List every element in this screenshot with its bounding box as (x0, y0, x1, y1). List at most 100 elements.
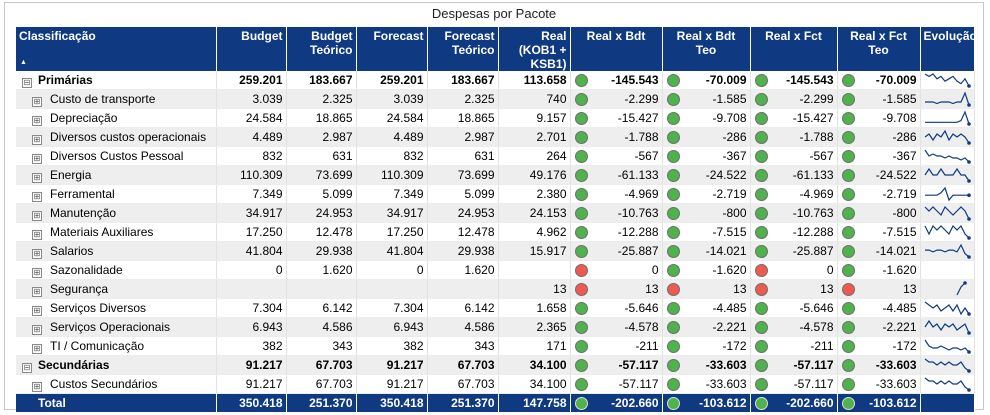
status-green-indicator (666, 130, 680, 144)
real-x-fct-cell: -1.788 (750, 127, 838, 147)
forecast-teorico-cell: 67.703 (427, 374, 499, 394)
sparkline-end-marker (967, 84, 971, 88)
status-green-indicator (841, 92, 855, 106)
table-group-row[interactable]: ⊟ Primárias 259.201 183.667 259.201 183.667 11… (16, 71, 975, 90)
table-row[interactable]: ⊞ Materiais Auxiliares 17.250 12.478 17.250 1… (16, 222, 975, 242)
deviation-cell-content: -7.515 (841, 225, 917, 239)
table-row[interactable]: ⊞ Salarios 41.804 29.938 41.804 29.938 15.917-… (16, 241, 975, 261)
column-header-budget-teorico[interactable]: Budget Teórico (286, 27, 357, 71)
deviation-value: -2.299 (799, 92, 834, 106)
table-row[interactable]: ⊞ Energia 110.309 73.699 110.309 73.699 49.176… (16, 165, 975, 185)
expand-icon[interactable]: ⊞ (32, 115, 42, 126)
real-x-bdt-teo-cell: -2.221 (662, 317, 751, 337)
deviation-value: -61.133 (617, 168, 659, 182)
expand-icon[interactable]: ⊞ (32, 134, 42, 145)
deviation-value: -33.603 (875, 377, 917, 391)
expand-icon[interactable]: ⊞ (32, 267, 42, 278)
real-x-bdt-teo-cell: -800 (662, 203, 751, 223)
sparkline-line (924, 224, 970, 239)
classification-cell: ⊞ Energia (16, 165, 217, 185)
table-row[interactable]: ⊞ Diversos custos operacionais 4.489 2.987 4… (16, 127, 975, 147)
deviation-value: -1.788 (799, 130, 834, 144)
status-green-indicator (841, 206, 855, 220)
deviation-value: -286 (892, 130, 917, 144)
deviation-cell-content: -145.543 (574, 73, 659, 87)
deviation-value: -1.620 (712, 263, 747, 277)
real-cell: 49.176 (498, 165, 571, 185)
forecast-teorico-cell: 73.699 (427, 165, 499, 185)
table-row[interactable]: ⊞ Serviços Operacionais 6.943 4.586 6.943 4.5… (16, 317, 975, 337)
column-header-real-x-fct-teo[interactable]: Real x Fct Teo (837, 27, 921, 71)
table-row[interactable]: ⊞ Depreciação 24.584 18.865 24.584 18.865 9.15… (16, 108, 975, 128)
table-group-row[interactable]: ⊟ Secundárias 91.217 67.703 91.217 67.703 34.1… (16, 355, 975, 375)
expand-icon[interactable]: ⊞ (32, 343, 42, 354)
column-header-forecast[interactable]: Forecast (356, 27, 428, 71)
deviation-value: -12.288 (617, 225, 659, 239)
expand-icon[interactable]: ⊞ (32, 305, 42, 316)
sparkline-end-marker (967, 217, 971, 221)
deviation-cell-content: -5.646 (574, 301, 659, 315)
sparkline-line (924, 319, 970, 334)
table-row[interactable]: ⊞ Diversos Custos Pessoal 832 631 832 631 264-… (16, 146, 975, 166)
classification-label: Serviços Operacionais (50, 319, 171, 334)
table-row[interactable]: ⊞ Sazonalidade 0 1.620 0 1.620 0 -1.620 0 -1.620 (16, 260, 975, 280)
real-x-bdt-teo-cell: -9.708 (662, 108, 751, 128)
expand-icon[interactable]: ⊞ (32, 381, 42, 392)
status-green-indicator (574, 149, 588, 163)
status-green-indicator (841, 187, 855, 201)
collapse-icon[interactable]: ⊟ (22, 362, 32, 373)
real-cell: 2.380 (498, 184, 571, 204)
deviation-value: -10.763 (617, 206, 659, 220)
expand-icon[interactable]: ⊞ (32, 96, 42, 107)
status-green-indicator (574, 358, 588, 372)
budget-teorico-cell: 73.699 (286, 165, 357, 185)
real-x-bdt-cell: -1.788 (570, 127, 663, 147)
column-header-real[interactable]: Real (KOB1 + KSB1) (498, 27, 571, 71)
column-header-label: Classificação (19, 29, 96, 43)
expand-icon[interactable]: ⊞ (32, 172, 42, 183)
status-red-indicator (754, 282, 768, 296)
real-x-fct-teo-cell: -172 (837, 336, 921, 356)
deviation-value: -33.603 (875, 358, 917, 372)
table-row[interactable]: ⊞ TI / Comunicação 382 343 382 343 171 -211 -172… (16, 336, 975, 356)
expand-icon[interactable]: ⊞ (32, 229, 42, 240)
column-header-budget[interactable]: Budget (216, 27, 287, 71)
column-header-real-x-bdt[interactable]: Real x Bdt (570, 27, 663, 71)
deviation-cell-content: -145.543 (754, 73, 834, 87)
deviation-value: -4.485 (712, 301, 747, 315)
status-green-indicator (666, 320, 680, 334)
expand-icon[interactable]: ⊞ (32, 153, 42, 164)
deviation-cell-content: -800 (666, 206, 747, 220)
sparkline-line (924, 358, 970, 372)
deviation-value: -4.485 (882, 301, 917, 315)
sparkline-chart (924, 377, 971, 392)
classification-label: Manutenção (50, 205, 117, 220)
collapse-icon[interactable]: ⊟ (22, 77, 32, 88)
expand-icon[interactable]: ⊞ (32, 286, 42, 297)
table-row[interactable]: ⊞ Custo de transporte 3.039 2.325 3.039 2.325… (16, 89, 975, 109)
classification-cell: ⊞ Salarios (16, 241, 217, 261)
table-row[interactable]: ⊞ Manutenção 34.917 24.953 34.917 24.953 24.15… (16, 203, 975, 223)
status-green-indicator (666, 92, 680, 106)
classification-cell: ⊞ TI / Comunicação (16, 336, 217, 356)
column-header-evolucao[interactable]: Evolução (920, 27, 977, 71)
table-row[interactable]: ⊞ Serviços Diversos 7.304 6.142 7.304 6.142 1.… (16, 298, 975, 318)
expand-icon[interactable]: ⊞ (32, 210, 42, 221)
column-header-real-x-bdt-teo[interactable]: Real x Bdt Teo (662, 27, 751, 71)
table-row[interactable]: ⊞ Segurança 13 13 13 13 13 (16, 279, 975, 299)
sort-ascending-icon[interactable]: ▲ (20, 59, 27, 66)
column-header-forecast-teorico[interactable]: Forecast Teórico (427, 27, 499, 71)
column-header-real-x-fct[interactable]: Real x Fct (750, 27, 838, 71)
expand-icon[interactable]: ⊞ (32, 191, 42, 202)
budget-cell: 91.217 (216, 374, 287, 394)
expand-icon[interactable]: ⊞ (32, 248, 42, 259)
classification-cell: ⊞ Manutenção (16, 203, 217, 223)
sparkline-line (925, 91, 970, 106)
sparkline-end-marker (967, 255, 971, 259)
table-row[interactable]: ⊞ Ferramental 7.349 5.099 7.349 5.099 2.380 -4.… (16, 184, 975, 204)
deviation-cell-content: -25.887 (754, 244, 834, 258)
table-row[interactable]: ⊞ Custos Secundários 91.217 67.703 91.217 67.… (16, 374, 975, 394)
expand-icon[interactable]: ⊞ (32, 324, 42, 335)
column-header-classificacao[interactable]: Classificação ▲ (16, 27, 217, 71)
budget-teorico-cell: 24.953 (286, 203, 357, 223)
